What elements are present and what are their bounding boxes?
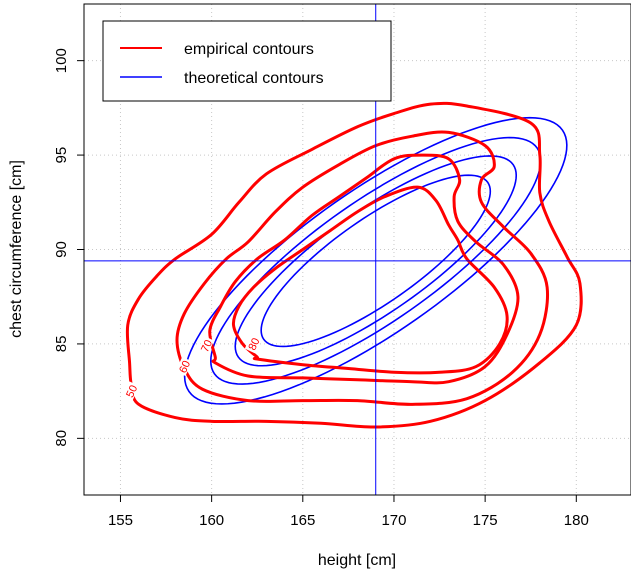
y-tick-label-95: 95 — [53, 147, 70, 164]
x-tick-label-180: 180 — [564, 512, 589, 529]
theoretical-contour-2 — [209, 136, 542, 385]
legend-label-theoretical: theoretical contours — [184, 70, 324, 87]
contour-label-50: 50 — [122, 381, 140, 401]
contour-label-text-80: 80 — [246, 336, 262, 352]
x-tick-label-175: 175 — [473, 512, 498, 529]
y-axis: 80 85 90 95 100 — [53, 48, 84, 447]
contour-label-bg-60 — [175, 356, 193, 376]
y-tick-label-85: 85 — [53, 336, 70, 353]
y-tick-label-100: 100 — [53, 48, 70, 73]
contour-label-80: 80 — [244, 334, 263, 354]
y-axis-label: chest circumference [cm] — [8, 160, 25, 338]
x-tick-label-155: 155 — [108, 512, 133, 529]
theoretical-contour-group — [183, 116, 568, 405]
x-axis-label: height [cm] — [318, 552, 396, 569]
contour-label-bg-80 — [244, 334, 262, 354]
legend-label-empirical: empirical contours — [184, 41, 314, 58]
contour-label-text-60: 60 — [177, 359, 193, 375]
theoretical-contour-1 — [183, 116, 568, 405]
empirical-contour-60 — [175, 130, 549, 406]
contour-label-60: 60 — [175, 356, 193, 376]
x-tick-label-165: 165 — [290, 512, 315, 529]
legend-box — [102, 20, 392, 102]
theoretical-contour-3 — [234, 155, 518, 367]
empirical-contour-group: 50 60 70 80 — [122, 101, 583, 429]
theoretical-contour-4 — [260, 174, 492, 348]
y-tick-label-90: 90 — [53, 241, 70, 258]
empirical-contour-70 — [208, 153, 520, 385]
contour-label-bg-70 — [197, 336, 215, 356]
contour-label-text-70: 70 — [199, 338, 215, 354]
x-tick-label-170: 170 — [381, 512, 406, 529]
contour-label-bg-50 — [122, 381, 140, 401]
contour-label-70: 70 — [197, 336, 215, 356]
empirical-contour-80 — [231, 185, 509, 375]
contour-label-text-50: 50 — [124, 383, 140, 399]
legend: empirical contours theoretical contours — [102, 20, 392, 102]
x-axis: 155 160 165 170 175 180 — [108, 495, 589, 529]
x-tick-label-160: 160 — [199, 512, 224, 529]
y-tick-label-80: 80 — [53, 430, 70, 447]
